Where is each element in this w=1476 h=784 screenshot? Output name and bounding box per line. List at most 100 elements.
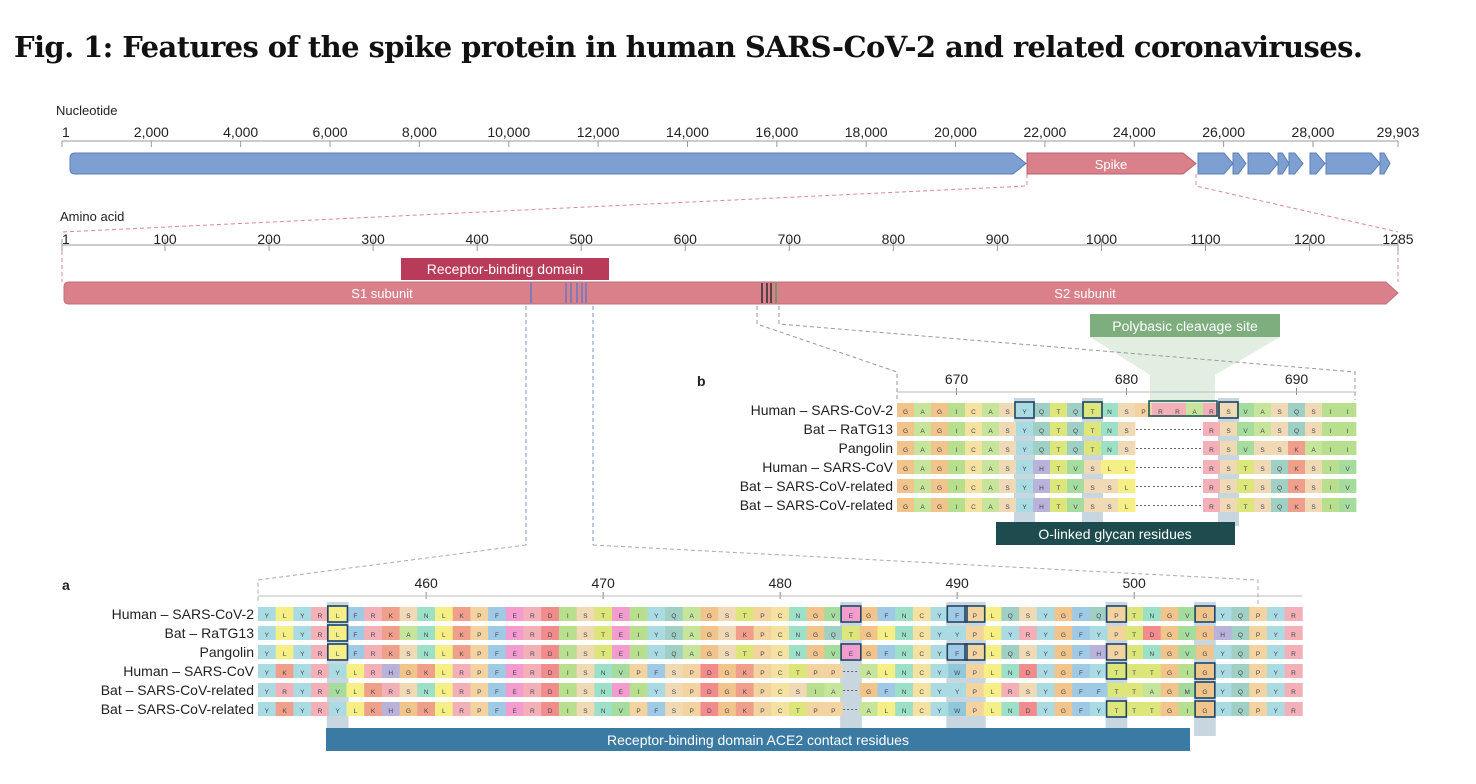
residue-cell — [771, 664, 790, 678]
residue-letter: Y — [265, 651, 270, 658]
residue-cell — [912, 664, 931, 678]
residue-cell — [1213, 645, 1232, 659]
residue-cell — [293, 626, 312, 640]
residue-letter: N — [795, 632, 800, 639]
residue-cell — [1072, 626, 1091, 640]
residue-cell — [966, 702, 985, 716]
residue-letter: L — [442, 651, 446, 658]
residue-letter: K — [424, 670, 429, 677]
residue-cell — [1254, 460, 1272, 474]
accessory-gene-arrow — [1288, 152, 1304, 175]
residue-cell — [982, 479, 1000, 493]
residue-letter: K — [743, 670, 748, 677]
residue-letter: C — [778, 613, 783, 620]
residue-letter: Y — [1220, 689, 1225, 696]
residue-cell — [417, 607, 436, 621]
residue-letter: S — [583, 670, 588, 677]
residue-cell — [1339, 441, 1357, 455]
residue-letter: S — [1311, 485, 1316, 492]
residue-letter: Y — [937, 613, 942, 620]
residue-letter: D — [548, 670, 553, 677]
residue-letter: I — [1330, 409, 1332, 416]
polybasic-cleavage-site-box — [1090, 314, 1280, 337]
residue-cell — [470, 645, 489, 659]
residue-cell — [1220, 479, 1238, 493]
residue-cell — [452, 626, 471, 640]
amino-acid-tick-label: 700 — [778, 231, 802, 247]
residue-letter: F — [495, 651, 499, 658]
residue-letter: N — [424, 689, 429, 696]
residue-letter: L — [283, 613, 287, 620]
residue-letter: R — [1026, 632, 1031, 639]
residue-letter: Y — [654, 632, 659, 639]
residue-letter: A — [1260, 409, 1265, 416]
residue-letter: G — [866, 689, 871, 696]
residue-letter: P — [477, 613, 481, 620]
residue-cell — [1284, 683, 1303, 697]
residue-letter: A — [1150, 689, 1155, 696]
residue-cell — [1220, 403, 1238, 417]
residue-cell — [381, 702, 400, 716]
residue-letter: P — [1256, 689, 1260, 696]
residue-cell — [523, 664, 542, 678]
residue-letter: E — [849, 651, 854, 658]
s1-subunit-label: S1 subunit — [351, 286, 413, 301]
residue-letter: I — [1347, 447, 1349, 454]
residue-cell — [1288, 403, 1306, 417]
residue-letter: G — [406, 708, 411, 715]
residue-cell — [576, 683, 595, 697]
residue-letter: S — [1311, 466, 1316, 473]
nucleotide-tick-label: 10,000 — [487, 124, 530, 140]
residue-cell — [914, 479, 932, 493]
species-label: Pangolin — [839, 440, 894, 456]
residue-letter: Y — [1274, 670, 1279, 677]
residue-letter: F — [353, 632, 357, 639]
residue-cell — [966, 683, 985, 697]
residue-cell — [999, 422, 1017, 436]
residue-cell — [735, 664, 754, 678]
residue-letter: I — [638, 613, 640, 620]
residue-cell — [1125, 607, 1144, 621]
residue-cell — [982, 441, 1000, 455]
residue-letter: T — [796, 670, 800, 677]
residue-letter: G — [1202, 651, 1207, 658]
residue-letter: C — [778, 651, 783, 658]
residue-cell — [364, 702, 383, 716]
residue-cell — [718, 683, 737, 697]
residue-letter: G — [1202, 613, 1207, 620]
residue-cell — [470, 664, 489, 678]
residue-cell — [1339, 498, 1357, 512]
residue-cell — [541, 683, 560, 697]
residue-letter: H — [388, 708, 393, 715]
spike-gene-label: Spike — [1095, 157, 1128, 172]
residue-letter: Y — [1274, 632, 1279, 639]
residue-cell — [1067, 479, 1085, 493]
residue-letter: C — [919, 651, 924, 658]
residue-cell — [1118, 403, 1136, 417]
residue-cell — [594, 664, 613, 678]
residue-letter: Y — [300, 670, 305, 677]
residue-letter: Q — [1238, 670, 1243, 677]
residue-letter: K — [459, 613, 464, 620]
residue-letter: C — [919, 613, 924, 620]
residue-cell — [948, 702, 967, 716]
residue-letter: V — [1073, 485, 1078, 492]
residue-letter: Y — [1043, 632, 1048, 639]
residue-letter: F — [495, 613, 499, 620]
residue-letter: K — [371, 708, 376, 715]
residue-letter: T — [1244, 504, 1248, 511]
residue-cell — [1067, 441, 1085, 455]
residue-letter: A — [1192, 409, 1197, 416]
residue-letter: S — [1311, 428, 1316, 435]
residue-letter: R — [530, 651, 535, 658]
residue-cell — [1305, 403, 1323, 417]
residue-letter: Y — [300, 708, 305, 715]
residue-cell — [1016, 441, 1034, 455]
residue-cell — [897, 422, 915, 436]
residue-letter: W — [954, 708, 961, 715]
residue-cell — [558, 702, 577, 716]
residue-letter: R — [371, 651, 376, 658]
residue-letter: G — [1167, 613, 1172, 620]
residue-letter: S — [1090, 466, 1095, 473]
